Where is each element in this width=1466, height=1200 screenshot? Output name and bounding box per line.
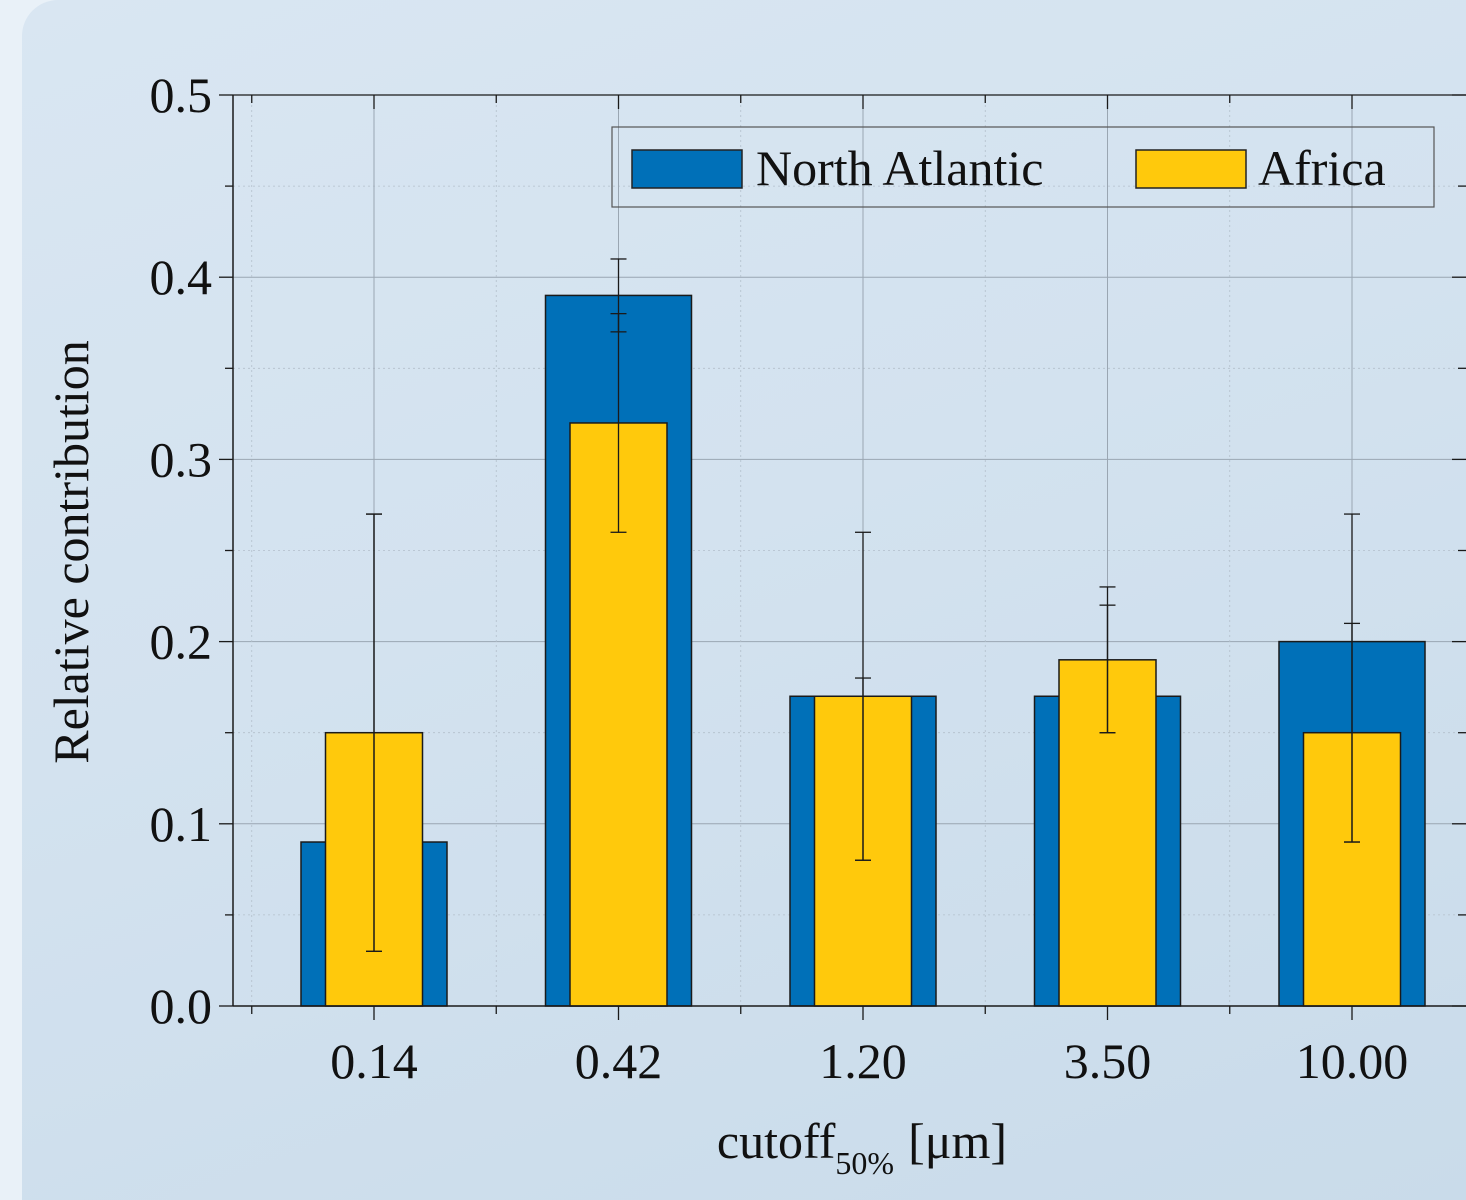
x-tick-label: 10.00 [1296,1033,1409,1089]
x-axis-title-unit: [μm] [908,1113,1007,1169]
y-tick-label: 0.0 [150,978,213,1034]
legend-swatch-north-atlantic [631,149,743,189]
axes [219,94,1466,1020]
legend-swatch-africa [1135,149,1247,189]
x-tick-label: 1.20 [819,1033,907,1089]
error-bars [366,258,1360,952]
legend-label-africa: Africa [1258,140,1386,196]
x-axis-title: cutoff50% [μm] [717,1113,1007,1181]
x-tick-label: 0.42 [575,1033,663,1089]
x-tick-label: 3.50 [1064,1033,1152,1089]
x-axis-title-main: cutoff [717,1113,836,1169]
y-tick-label: 0.5 [150,67,213,123]
y-tick-label: 0.4 [150,249,213,305]
chart-panel [22,0,1466,1200]
legend-box [611,126,1435,208]
y-tick-label: 0.1 [150,796,213,852]
x-tick-label: 0.14 [330,1033,418,1089]
y-axis-title: Relative contribution [43,340,99,764]
x-axis-title-subscript: 50% [835,1145,894,1181]
legend-label-north-atlantic: North Atlantic [756,140,1043,196]
tick-labels: 0.0 0.1 0.2 0.3 0.4 0.5 0.14 0.42 1.20 3.50 10.00 [150,67,1409,1089]
legend: North Atlantic Africa [611,126,1435,208]
y-tick-label: 0.3 [150,431,213,487]
y-tick-label: 0.2 [150,614,213,670]
